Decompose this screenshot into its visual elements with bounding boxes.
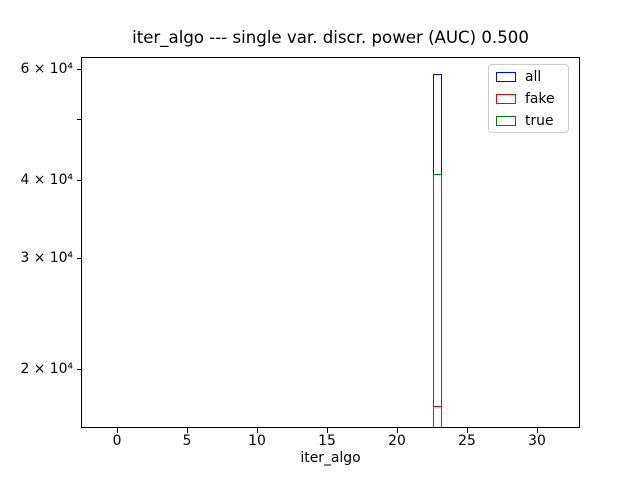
y-tick-label: 3 × 10⁴ [20, 250, 73, 266]
x-tick-label: 15 [318, 433, 336, 449]
x-tick-label: 10 [248, 433, 266, 449]
chart-title: iter_algo --- single var. discr. power (… [132, 28, 529, 47]
histogram-bars-layer [82, 58, 579, 427]
x-tick-label: 25 [458, 433, 476, 449]
histogram-bar-fake [433, 406, 442, 427]
x-tick-label: 30 [528, 433, 546, 449]
legend-label-true: true [525, 112, 554, 129]
legend-swatch-true [496, 115, 516, 126]
x-tick-mark [117, 428, 118, 433]
y-tick-mark [77, 69, 81, 70]
legend-swatch-fake [496, 93, 516, 104]
y-tick-mark [77, 258, 81, 259]
y-tick-label: 6 × 10⁴ [20, 61, 73, 77]
x-tick-mark [397, 428, 398, 433]
y-tick-label: 2 × 10⁴ [20, 361, 73, 377]
y-tick-label: 4 × 10⁴ [20, 172, 73, 188]
histogram-bar-true [433, 174, 442, 427]
legend-item-all: all [496, 70, 568, 84]
x-axis-label: iter_algo [300, 450, 361, 466]
y-tick-mark [77, 180, 81, 181]
x-tick-mark [467, 428, 468, 433]
legend-item-true: true [496, 114, 568, 128]
x-tick-label: 20 [388, 433, 406, 449]
x-tick-mark [187, 428, 188, 433]
x-tick-label: 5 [182, 433, 192, 449]
x-tick-mark [257, 428, 258, 433]
legend-item-fake: fake [496, 92, 568, 106]
x-tick-mark [327, 428, 328, 433]
legend: all fake true [488, 64, 569, 133]
x-tick-mark [537, 428, 538, 433]
legend-label-all: all [525, 68, 542, 85]
legend-label-fake: fake [525, 90, 555, 107]
y-tick-mark [77, 369, 81, 370]
x-tick-label: 0 [112, 433, 122, 449]
legend-swatch-all [496, 71, 516, 82]
y-tick-mark [77, 119, 81, 120]
